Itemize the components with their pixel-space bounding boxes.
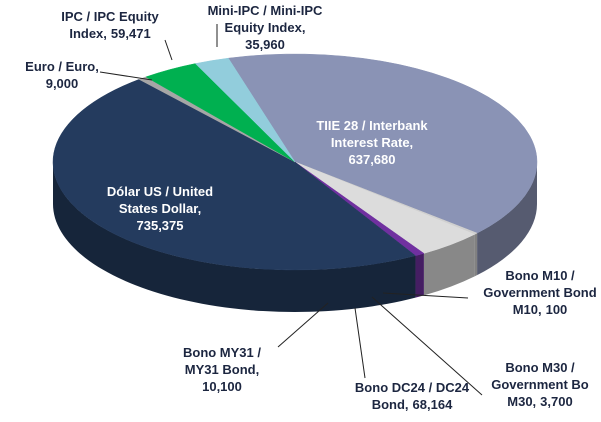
slice <box>227 53 538 234</box>
label-line: M10, <box>513 302 542 317</box>
value-label: 637,680 <box>349 152 396 167</box>
slice-side <box>415 253 424 298</box>
leader-line <box>371 296 483 396</box>
label-line: TIIE 28 / Interbank <box>316 118 431 133</box>
category-label: IPC / IPC Equity Index, <box>61 9 162 41</box>
label-line: Mini-IPC / Mini-IPC <box>208 3 326 18</box>
value-label: 68,164 <box>413 397 454 412</box>
value-label: 9,000 <box>46 76 79 91</box>
slice <box>52 79 417 271</box>
slice <box>194 57 296 163</box>
leader-line <box>277 302 329 348</box>
label-line: Euro / Euro, <box>25 59 99 74</box>
label-line: Bono DC24 / DC24 <box>355 380 473 395</box>
value-label: 35,960 <box>245 37 285 52</box>
value-label: 100 <box>546 302 568 317</box>
category-label: Dólar US / United States Dollar, <box>107 184 217 216</box>
category-label: TIIE 28 / Interbank Interest Rate, <box>316 118 431 150</box>
value-label: 10,100 <box>202 379 242 394</box>
label-line: M30, <box>507 394 536 409</box>
label-line: Index, <box>69 26 107 41</box>
slice-side <box>53 162 416 312</box>
category-label: Bono MY31 / MY31 Bond, <box>183 345 265 377</box>
leader-line <box>382 292 469 299</box>
category-label: Bono DC24 / DC24 Bond, <box>355 380 473 412</box>
label-line: MY31 Bond, <box>185 362 259 377</box>
label-line: Bond, <box>372 397 409 412</box>
label-line: Bono M30 / <box>505 360 578 375</box>
slice-side <box>477 162 537 276</box>
category-label: Bono M30 / Government Bo M30, <box>491 360 592 409</box>
value-label: 3,700 <box>540 394 573 409</box>
leader-line <box>354 307 366 379</box>
label-line: Interest Rate, <box>331 135 413 150</box>
label-line: Dólar US / United <box>107 184 217 199</box>
leader-line <box>164 39 173 61</box>
leader-line <box>99 71 153 81</box>
category-label: Euro / Euro, <box>25 59 99 74</box>
label-line: Bono M10 / <box>505 268 578 283</box>
label-line: Government Bond <box>483 285 600 300</box>
value-label: 735,375 <box>137 218 184 233</box>
category-label: Bono M10 / Government Bond M10, <box>483 268 600 317</box>
value-label: 59,471 <box>111 26 151 41</box>
label-line: Bono MY31 / <box>183 345 265 360</box>
label-line: Government Bo <box>491 377 592 392</box>
slice-side <box>474 233 478 277</box>
label-line: States Dollar, <box>119 201 201 216</box>
label-line: IPC / IPC Equity <box>61 9 162 24</box>
category-label: Mini-IPC / Mini-IPC Equity Index, <box>208 3 326 35</box>
label-line: Equity Index, <box>225 20 306 35</box>
